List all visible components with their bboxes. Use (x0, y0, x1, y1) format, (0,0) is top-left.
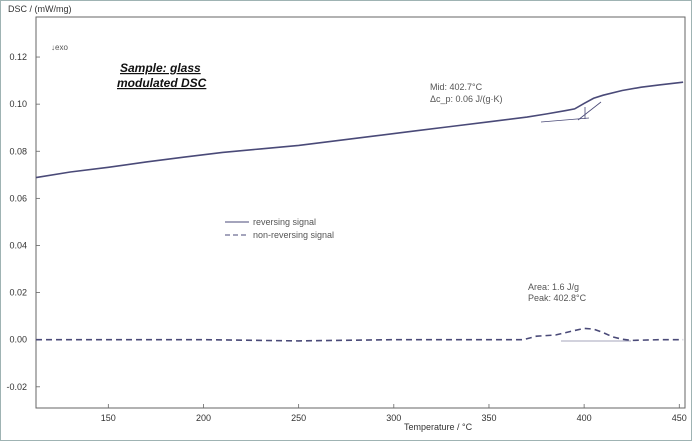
legend-label-reversing: reversing signal (253, 217, 316, 227)
exo-marker: ↓exo (51, 43, 68, 52)
y-axis-title: DSC / (mW/mg) (8, 4, 72, 14)
x-tick-label-350: 350 (481, 413, 496, 423)
sample-label-line-1: Sample: glass (120, 61, 201, 75)
legend-label-non-reversing: non-reversing signal (253, 230, 334, 240)
legend: reversing signal non-reversing signal (225, 217, 334, 240)
series-line-non-reversing (36, 328, 683, 341)
x-axis-title: Temperature / °C (404, 422, 473, 432)
x-tick-label-150: 150 (101, 413, 116, 423)
annotation-area: Area: 1.6 J/g (528, 282, 579, 292)
tangent-construction (541, 102, 601, 122)
x-tick-label-200: 200 (196, 413, 211, 423)
series-line-reversing (36, 82, 683, 177)
annotation-mid: Mid: 402.7°C (430, 82, 483, 92)
x-tick-label-300: 300 (386, 413, 401, 423)
annotation-peak: Peak: 402.8°C (528, 293, 587, 303)
y-tick-label-0.02: 0.02 (9, 288, 27, 298)
x-tick-label-450: 450 (672, 413, 687, 423)
y-tick-label-0.12: 0.12 (9, 52, 27, 62)
x-tick-label-250: 250 (291, 413, 306, 423)
y-tick-label-0.04: 0.04 (9, 240, 27, 250)
y-tick-label-0.08: 0.08 (9, 146, 27, 156)
y-tick-label-0.06: 0.06 (9, 193, 27, 203)
sample-label-line-2: modulated DSC (117, 76, 207, 90)
annotation-delta-cp: Δc_p: 0.06 J/(g·K) (430, 94, 503, 104)
y-tick-label--0.02: -0.02 (6, 382, 27, 392)
y-tick-label-0.00: 0.00 (9, 335, 27, 345)
x-tick-label-400: 400 (577, 413, 592, 423)
y-tick-label-0.10: 0.10 (9, 99, 27, 109)
